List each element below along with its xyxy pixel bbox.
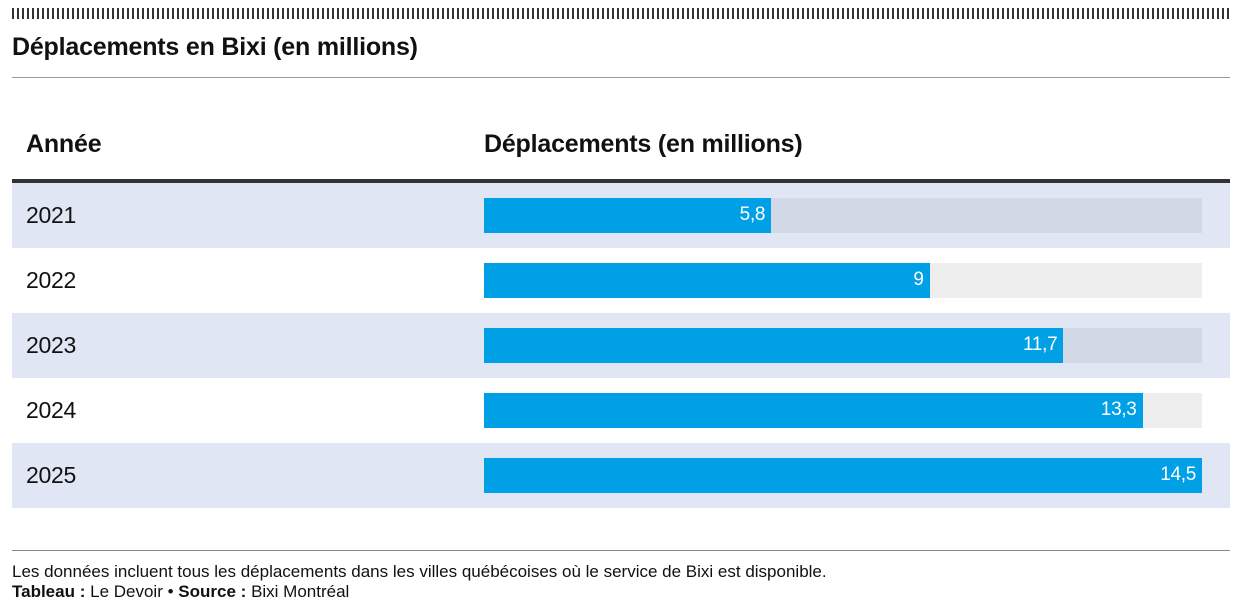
table-body: 2021 5,8 2022 9 2023 11,7 2024 13,3 2025 14,5: [12, 183, 1230, 508]
year-label: 2023: [26, 332, 76, 358]
source-value: Bixi Montréal: [251, 582, 350, 601]
table-row: 2025 14,5: [12, 443, 1230, 508]
bar-track: 9: [484, 263, 1202, 298]
bar-track: 13,3: [484, 393, 1202, 428]
table-row: 2023 11,7: [12, 313, 1230, 378]
table-row: 2024 13,3: [12, 378, 1230, 443]
bar-track: 11,7: [484, 328, 1202, 363]
table-end-spacer: [12, 508, 1230, 553]
chart-title: Déplacements en Bixi (en millions): [12, 33, 418, 61]
source-label: Source :: [178, 582, 247, 601]
table-header: Année Déplacements (en millions): [12, 124, 1230, 179]
bar: 5,8: [484, 198, 772, 233]
data-table: Année Déplacements (en millions) 2021 5,8…: [12, 124, 1230, 553]
year-label: 2025: [26, 462, 76, 488]
year-label: 2022: [26, 267, 76, 293]
column-header-trips: Déplacements (en millions): [484, 130, 803, 158]
bar-value-label: 13,3: [1100, 399, 1137, 420]
footer-divider: [12, 550, 1230, 551]
bar-track: 14,5: [484, 458, 1202, 493]
header-divider: [12, 179, 1230, 183]
table-row: 2022 9: [12, 248, 1230, 313]
bar-track: 5,8: [484, 198, 1202, 233]
tableau-value: Le Devoir: [90, 582, 163, 601]
bar: 13,3: [484, 393, 1143, 428]
year-label: 2024: [26, 397, 76, 423]
column-header-year: Année: [26, 130, 102, 158]
footnote: Les données incluent tous les déplacemen…: [12, 562, 827, 581]
title-divider: [12, 77, 1230, 78]
bar-value-label: 11,7: [1022, 334, 1058, 355]
table-row: 2021 5,8: [12, 183, 1230, 248]
bar-value-label: 5,8: [739, 204, 766, 225]
bar: 9: [484, 263, 930, 298]
year-label: 2021: [26, 202, 76, 228]
bar-value-label: 14,5: [1160, 464, 1196, 485]
bar: 14,5: [484, 458, 1202, 493]
credits: Tableau : Le Devoir • Source : Bixi Mont…: [12, 582, 349, 602]
credits-separator: •: [167, 582, 174, 601]
bar-value-label: 9: [913, 269, 924, 290]
tableau-label: Tableau :: [12, 582, 86, 601]
bar: 11,7: [484, 328, 1064, 363]
header-decoration: [12, 8, 1230, 19]
